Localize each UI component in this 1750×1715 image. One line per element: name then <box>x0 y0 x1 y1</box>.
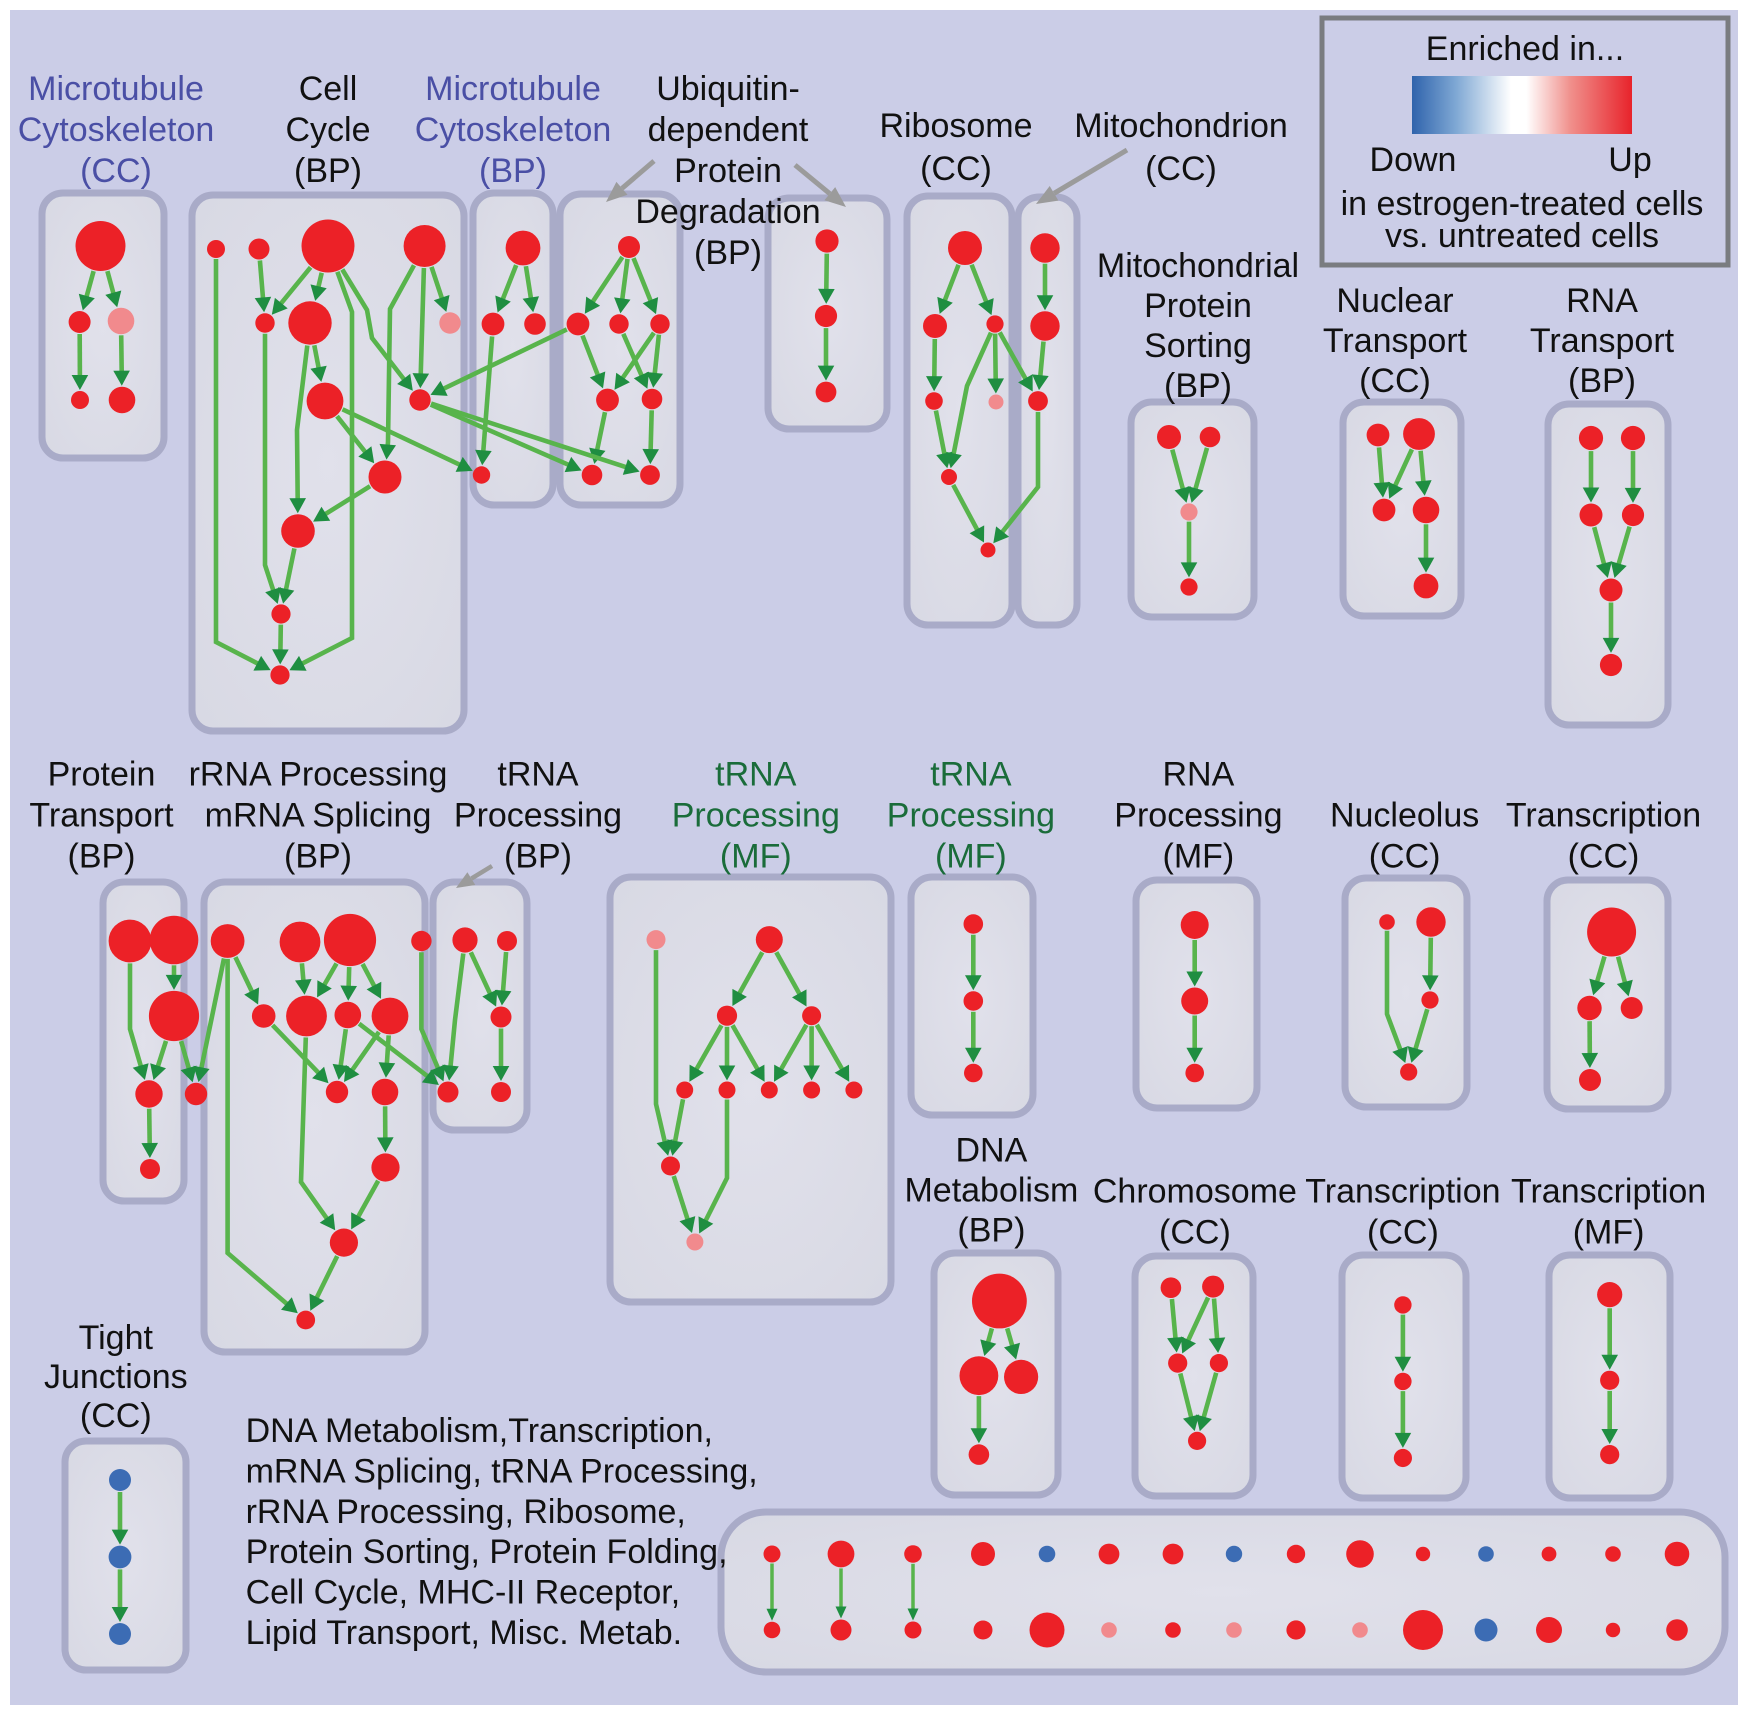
svg-text:DNA: DNA <box>956 1132 1028 1170</box>
svg-text:(BP): (BP) <box>68 838 136 876</box>
svg-text:(BP): (BP) <box>1568 362 1636 400</box>
svg-text:(MF): (MF) <box>1163 838 1235 876</box>
svg-text:Transport: Transport <box>29 797 174 835</box>
svg-text:Chromosome: Chromosome <box>1093 1173 1297 1211</box>
svg-text:rRNA Processing: rRNA Processing <box>189 756 448 794</box>
svg-text:Processing: Processing <box>1114 797 1282 835</box>
svg-text:Ribosome: Ribosome <box>879 107 1032 145</box>
svg-text:Enriched in...: Enriched in... <box>1426 30 1624 68</box>
svg-text:RNA: RNA <box>1163 756 1235 794</box>
svg-text:(BP): (BP) <box>1164 367 1232 405</box>
svg-text:(CC): (CC) <box>1159 1214 1231 1252</box>
svg-text:Protein: Protein <box>1144 287 1252 325</box>
svg-text:tRNA: tRNA <box>930 756 1012 794</box>
svg-text:Cell: Cell <box>299 70 358 108</box>
svg-text:Mitochondrial: Mitochondrial <box>1097 247 1299 285</box>
svg-text:Transport: Transport <box>1530 322 1675 360</box>
svg-text:mRNA Splicing: mRNA Splicing <box>205 797 432 835</box>
svg-text:(MF): (MF) <box>720 838 792 876</box>
svg-text:Ubiquitin-: Ubiquitin- <box>656 70 800 108</box>
svg-text:DNA Metabolism,Transcription,: DNA Metabolism,Transcription, <box>246 1412 713 1450</box>
svg-text:Nuclear: Nuclear <box>1336 282 1453 320</box>
svg-text:Transport: Transport <box>1323 322 1468 360</box>
svg-text:in estrogen-treated cells: in estrogen-treated cells <box>1341 185 1704 223</box>
svg-text:Cytoskeleton: Cytoskeleton <box>18 111 215 149</box>
svg-text:Junctions: Junctions <box>44 1358 188 1396</box>
svg-text:(MF): (MF) <box>1573 1214 1645 1252</box>
svg-text:(CC): (CC) <box>1369 838 1441 876</box>
svg-text:(CC): (CC) <box>1367 1214 1439 1252</box>
svg-text:Microtubule: Microtubule <box>425 70 601 108</box>
svg-text:Down: Down <box>1370 141 1457 179</box>
svg-text:(CC): (CC) <box>920 150 992 188</box>
svg-text:Protein Sorting, Protein Foldi: Protein Sorting, Protein Folding, <box>246 1533 728 1571</box>
svg-text:Lipid Transport, Misc. Metab.: Lipid Transport, Misc. Metab. <box>246 1614 683 1652</box>
svg-text:Up: Up <box>1608 141 1651 179</box>
svg-text:(CC): (CC) <box>1359 362 1431 400</box>
svg-text:Cycle: Cycle <box>285 111 370 149</box>
svg-text:Processing: Processing <box>672 797 840 835</box>
svg-text:(CC): (CC) <box>1568 838 1640 876</box>
svg-text:Cell Cycle, MHC-II Receptor,: Cell Cycle, MHC-II Receptor, <box>246 1574 681 1612</box>
svg-text:Protein: Protein <box>48 756 156 794</box>
svg-text:(BP): (BP) <box>504 838 572 876</box>
svg-text:(BP): (BP) <box>957 1212 1025 1250</box>
svg-text:(BP): (BP) <box>694 234 762 272</box>
svg-text:Processing: Processing <box>454 797 622 835</box>
svg-text:(CC): (CC) <box>80 1397 152 1435</box>
svg-text:(MF): (MF) <box>935 838 1007 876</box>
svg-text:Microtubule: Microtubule <box>28 70 204 108</box>
svg-text:(CC): (CC) <box>1145 150 1217 188</box>
svg-text:Mitochondrion: Mitochondrion <box>1074 107 1288 145</box>
svg-text:rRNA Processing, Ribosome,: rRNA Processing, Ribosome, <box>246 1493 686 1531</box>
svg-text:(BP): (BP) <box>294 152 362 190</box>
svg-text:vs. untreated cells: vs. untreated cells <box>1385 217 1659 255</box>
svg-text:(CC): (CC) <box>80 152 152 190</box>
svg-text:tRNA: tRNA <box>715 756 797 794</box>
svg-text:dependent: dependent <box>648 111 809 149</box>
svg-text:Degradation: Degradation <box>635 193 820 231</box>
svg-text:Processing: Processing <box>887 797 1055 835</box>
svg-text:Sorting: Sorting <box>1144 327 1252 365</box>
svg-text:Transcription: Transcription <box>1305 1173 1500 1211</box>
svg-text:Metabolism: Metabolism <box>904 1172 1078 1210</box>
svg-text:Nucleolus: Nucleolus <box>1330 797 1479 835</box>
svg-text:tRNA: tRNA <box>497 756 579 794</box>
svg-text:(BP): (BP) <box>284 838 352 876</box>
svg-text:Tight: Tight <box>79 1319 154 1357</box>
svg-text:mRNA Splicing, tRNA Processing: mRNA Splicing, tRNA Processing, <box>246 1452 758 1490</box>
svg-text:Cytoskeleton: Cytoskeleton <box>415 111 612 149</box>
svg-text:RNA: RNA <box>1566 282 1638 320</box>
svg-text:Transcription: Transcription <box>1511 1173 1706 1211</box>
svg-text:Protein: Protein <box>674 152 782 190</box>
svg-text:(BP): (BP) <box>479 152 547 190</box>
svg-text:Transcription: Transcription <box>1506 797 1701 835</box>
